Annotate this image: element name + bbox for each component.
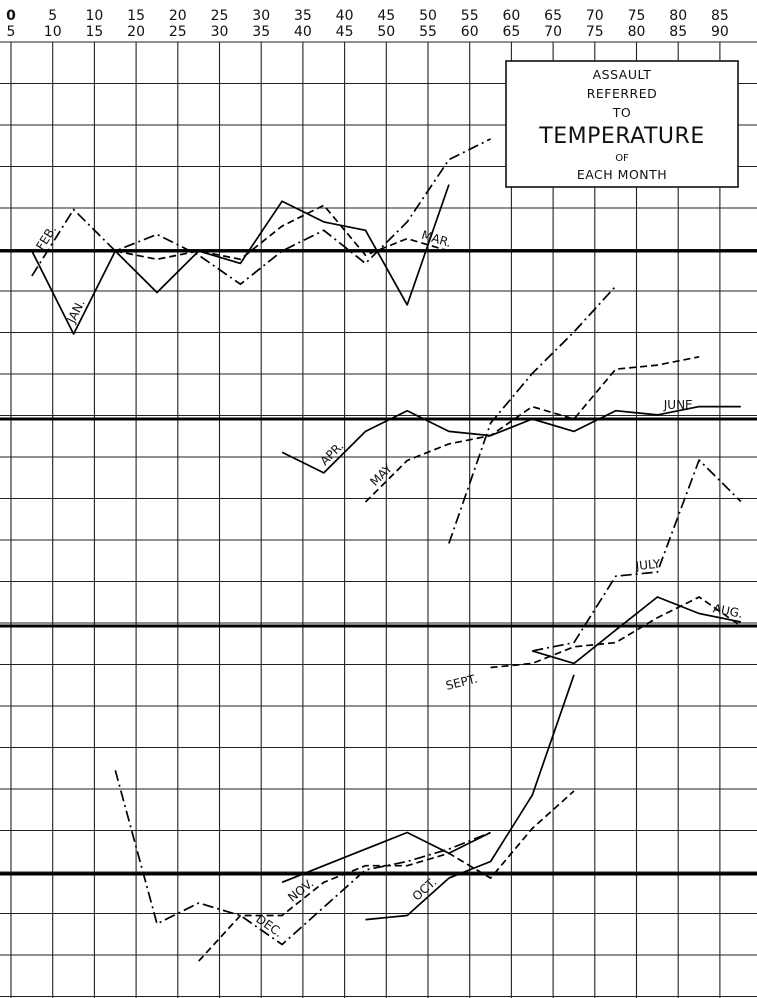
x-tick-label-bottom: 50	[377, 24, 395, 40]
x-tick-label-top: 5	[48, 8, 57, 24]
series-label: JUNE	[663, 398, 693, 412]
x-tick-label-top: 55	[461, 8, 479, 24]
x-tick-label-bottom: 30	[211, 24, 229, 40]
x-tick-label-bottom: 35	[252, 24, 270, 40]
x-tick-label-bottom: 55	[419, 24, 437, 40]
series-line-oct	[365, 674, 575, 921]
x-tick-label-bottom: 80	[628, 24, 646, 40]
series-line-nov	[198, 790, 575, 962]
x-tick-label-bottom: 10	[44, 24, 62, 40]
x-tick-label-top: 45	[377, 8, 395, 24]
chart-title-box: ASSAULT REFERRED TO TEMPERATURE OF EACH …	[505, 60, 739, 188]
series-line-may	[364, 355, 700, 503]
series-label: JULY	[634, 557, 662, 574]
title-line-5: OF	[615, 153, 629, 164]
chart-grid	[0, 41, 757, 998]
x-tick-label-top: 60	[502, 8, 520, 24]
x-tick-label-top: 80	[669, 8, 687, 24]
title-frame	[505, 60, 739, 188]
x-tick-label-top: 40	[336, 8, 354, 24]
x-tick-label-top: 15	[127, 8, 145, 24]
series-line-jan	[31, 184, 450, 335]
x-tick-label-bottom: 20	[127, 24, 145, 40]
x-tick-label-top: 30	[252, 8, 270, 24]
series-line-june	[448, 285, 617, 544]
title-line-1: ASSAULT	[593, 67, 652, 82]
x-tick-label-bottom: 70	[544, 24, 562, 40]
title-line-6: EACH MONTH	[577, 167, 667, 182]
series-line	[281, 831, 491, 884]
series-line-apr	[281, 405, 741, 474]
x-tick-label-bottom: 90	[711, 24, 729, 40]
title-line-2: REFERRED	[587, 86, 658, 101]
title-line-3: TO	[612, 105, 631, 120]
x-tick-label-bottom: 5	[7, 24, 16, 40]
series-line-feb	[31, 138, 491, 286]
series-line-aug	[532, 596, 741, 665]
x-tick-label-top: 20	[169, 8, 187, 24]
x-tick-label-top: 65	[544, 8, 562, 24]
x-tick-label-bottom: 60	[461, 24, 479, 40]
x-tick-label-bottom: 15	[85, 24, 103, 40]
x-tick-label-top: 25	[211, 8, 229, 24]
x-tick-label-top: 10	[85, 8, 103, 24]
x-tick-label-top: 35	[294, 8, 312, 24]
series-line-mar	[115, 204, 450, 261]
x-tick-label-bottom: 40	[294, 24, 312, 40]
series-label: AUG.	[712, 601, 744, 621]
series-label: SEPT.	[444, 672, 479, 693]
series-line-sept	[490, 596, 742, 669]
title-line-4: TEMPERATURE	[538, 124, 704, 149]
x-tick-label-bottom: 75	[586, 24, 604, 40]
x-tick-label-bottom: 45	[336, 24, 354, 40]
x-tick-label-bottom: 65	[502, 24, 520, 40]
x-tick-label-top: 85	[711, 8, 729, 24]
x-tick-label-top: 0	[6, 8, 16, 24]
x-tick-label-top: 50	[419, 8, 437, 24]
x-tick-label-top: 75	[628, 8, 646, 24]
x-tick-label-top: 70	[586, 8, 604, 24]
x-axis-tick-labels: 0551010151520202525303035354040454550505…	[6, 8, 729, 40]
series-line-july	[532, 459, 742, 652]
chart-series	[31, 138, 742, 962]
x-tick-label-bottom: 25	[169, 24, 187, 40]
series-label: MAY	[367, 461, 395, 489]
x-tick-label-bottom: 85	[669, 24, 687, 40]
